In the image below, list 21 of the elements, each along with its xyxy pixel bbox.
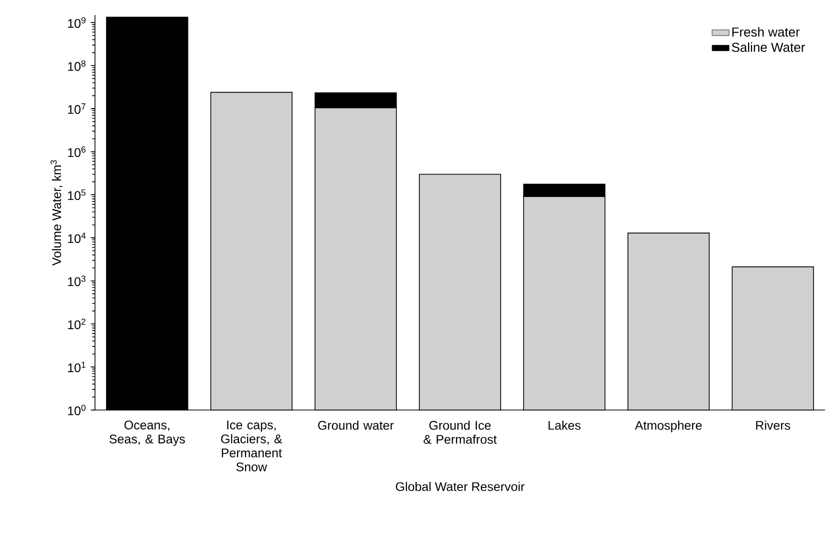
x-tick-label: Oceans, Seas, & Bays — [109, 420, 185, 446]
y-tick-label: 10$^{6}$ — [68, 146, 86, 158]
y-tick-label: 10$^{8}$ — [68, 60, 86, 71]
y-tick-label: 10$^{2}$ — [68, 318, 86, 330]
legend-label: Fresh water — [732, 27, 800, 37]
x-tick-label: Ground water — [318, 420, 394, 430]
y-tick-label: 10$^{4}$ — [68, 232, 86, 244]
x-tick-label: Ground Ice & Permafrost — [424, 420, 497, 444]
y-tick-label: 10$^{9}$ — [68, 17, 86, 28]
y-tick-label: 10$^{0}$ — [68, 404, 86, 416]
x-tick-label: Ice caps, Glaciers, & Permanent Snow — [221, 420, 282, 472]
x-tick-label: Rivers — [756, 420, 790, 430]
y-tick-label: 10$^{7}$ — [68, 103, 86, 114]
y-tick-label: 10$^{1}$ — [68, 362, 86, 372]
x-axis-title: Global Water Reservoir — [396, 482, 524, 492]
y-tick-label: 10$^{5}$ — [68, 190, 86, 200]
x-tick-label: Lakes — [548, 420, 581, 430]
y-tick-label: 10$^{3}$ — [68, 276, 86, 286]
y-axis-title: Volume Water, km$^{3}$ — [50, 160, 63, 266]
x-tick-label: Atmosphere — [634, 420, 702, 432]
legend-label: Saline Water — [732, 42, 805, 52]
